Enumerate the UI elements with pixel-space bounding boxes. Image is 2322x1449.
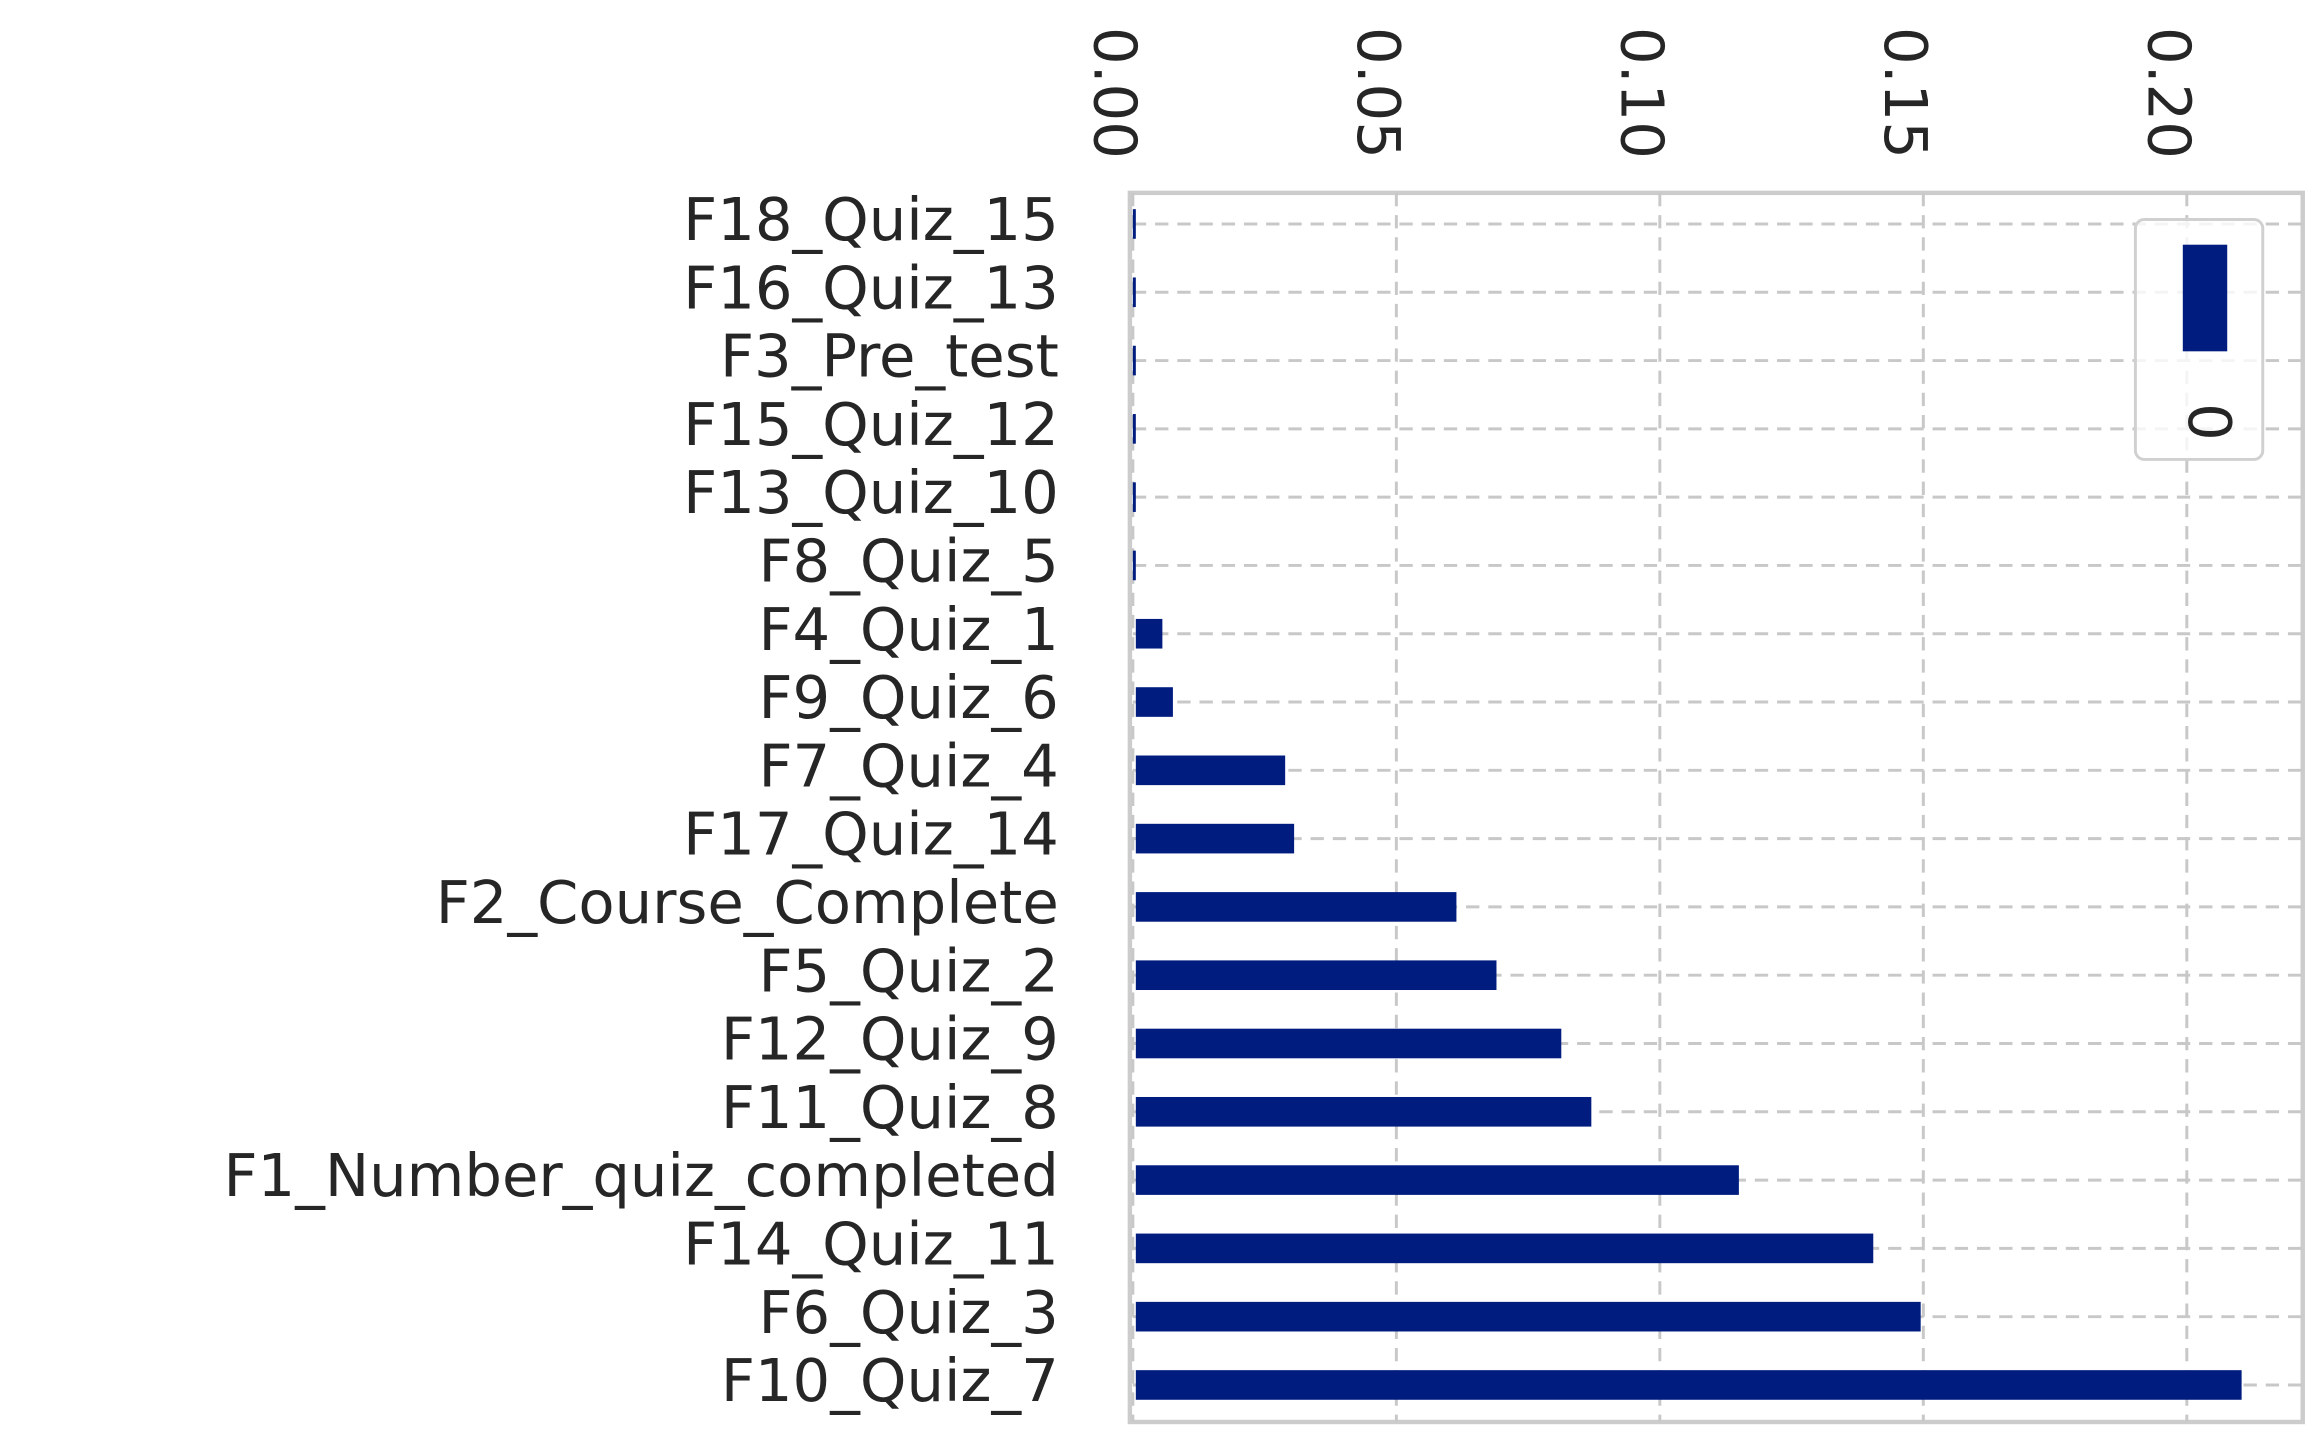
y-tick-label: F16_Quiz_13	[683, 253, 1059, 322]
y-tick-label: F3_Pre_test	[720, 322, 1059, 391]
y-tick-label: F1_Number_quiz_completed	[224, 1141, 1059, 1210]
x-tick-label: 0.15	[1871, 27, 1940, 159]
bar	[1132, 550, 1136, 581]
bar	[1135, 1301, 1921, 1332]
y-tick-label: F17_Quiz_14	[683, 800, 1059, 869]
bar	[1135, 1370, 2242, 1400]
bar	[1132, 345, 1136, 376]
bar	[1135, 618, 1163, 649]
x-tick-label: 0.20	[2134, 27, 2203, 159]
y-tick-label: F6_Quiz_3	[758, 1278, 1058, 1347]
y-tick-label: F13_Quiz_10	[683, 458, 1059, 527]
x-tick-label: 0.10	[1608, 27, 1677, 159]
bar	[1135, 1233, 1874, 1264]
bar	[1132, 209, 1136, 239]
y-tick-label: F10_Quiz_7	[721, 1346, 1059, 1415]
x-tick-label: 0.05	[1344, 27, 1413, 159]
bar	[1135, 687, 1173, 717]
x-tick-label: 0.00	[1081, 27, 1150, 159]
y-tick-label: F5_Quiz_2	[758, 936, 1058, 1005]
plot-area	[1127, 190, 2305, 1425]
y-tick-label: F9_Quiz_6	[758, 663, 1058, 732]
bar	[1135, 823, 1295, 854]
bar	[1135, 1165, 1739, 1195]
bar	[1132, 414, 1136, 444]
bar	[1132, 482, 1136, 512]
bar	[1135, 892, 1457, 922]
y-tick-label: F11_Quiz_8	[721, 1073, 1059, 1142]
y-tick-label: F12_Quiz_9	[721, 1005, 1059, 1074]
bar	[1135, 960, 1497, 991]
y-tick-label: F4_Quiz_1	[758, 595, 1058, 664]
legend-swatch	[2182, 244, 2228, 352]
bar	[1135, 755, 1286, 786]
y-tick-label: F18_Quiz_15	[683, 185, 1059, 254]
y-tick-label: F2_Course_Complete	[436, 868, 1059, 937]
legend-label: 0	[2175, 403, 2244, 441]
y-tick-label: F7_Quiz_4	[758, 731, 1058, 800]
bar	[1132, 277, 1136, 308]
y-tick-label: F15_Quiz_12	[683, 390, 1059, 459]
y-tick-label: F8_Quiz_5	[758, 527, 1058, 596]
bar	[1135, 1028, 1562, 1059]
y-tick-label: F14_Quiz_11	[683, 1209, 1059, 1278]
bar	[1135, 1096, 1592, 1127]
